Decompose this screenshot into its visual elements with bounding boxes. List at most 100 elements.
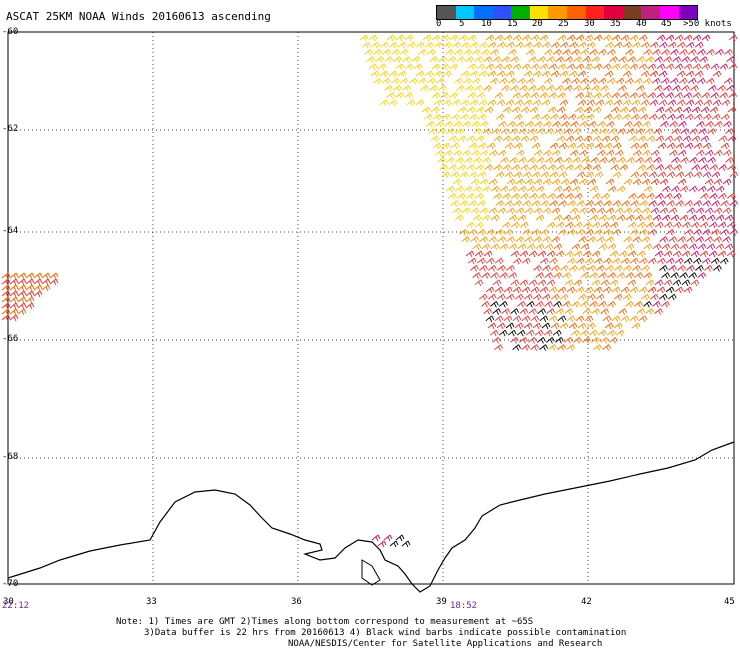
wind-barb xyxy=(558,200,568,207)
wind-barb xyxy=(449,63,459,71)
wind-barb xyxy=(719,92,729,99)
wind-barb xyxy=(573,337,582,344)
wind-barb xyxy=(556,164,566,171)
wind-barb xyxy=(622,99,632,107)
wind-barb xyxy=(620,34,630,42)
wind-barb xyxy=(537,56,547,63)
wind-barb xyxy=(584,286,594,294)
wind-barb xyxy=(544,301,553,308)
wind-barb xyxy=(588,121,597,128)
wind-barb xyxy=(686,265,695,272)
wind-barb xyxy=(521,63,531,71)
wind-barb xyxy=(704,178,714,186)
wind-barb xyxy=(550,41,560,49)
wind-barb xyxy=(492,279,502,287)
wind-barb xyxy=(595,99,605,107)
wind-barb xyxy=(661,49,670,56)
wind-barb xyxy=(17,278,27,286)
wind-barb xyxy=(456,56,466,63)
wind-barb xyxy=(558,113,568,121)
wind-barb xyxy=(566,344,576,351)
legend-swatch xyxy=(641,6,660,19)
wind-barb xyxy=(720,142,730,150)
wind-barb xyxy=(618,250,628,258)
wind-barb xyxy=(546,221,556,229)
wind-barb xyxy=(450,142,460,150)
wind-barb xyxy=(421,106,431,114)
wind-barb xyxy=(431,34,441,42)
wind-barb xyxy=(577,41,587,49)
wind-barb xyxy=(573,221,583,229)
wind-barb xyxy=(607,272,617,279)
wind-barb xyxy=(41,278,51,286)
wind-barb xyxy=(728,63,738,71)
wind-barb xyxy=(543,329,553,337)
wind-barb xyxy=(648,171,658,179)
wind-barb xyxy=(645,279,655,287)
wind-barb xyxy=(438,56,448,63)
wind-barb xyxy=(691,106,701,114)
wind-barb xyxy=(711,171,721,179)
wind-barb xyxy=(551,178,561,186)
wind-barb xyxy=(478,70,488,78)
wind-barb xyxy=(400,49,409,56)
wind-barb xyxy=(589,185,599,193)
wind-barb xyxy=(564,308,574,315)
wind-barb xyxy=(647,286,657,294)
legend-label: 5 xyxy=(459,19,465,29)
wind-barb xyxy=(511,164,521,171)
wind-barb xyxy=(382,49,391,56)
wind-barb xyxy=(657,200,667,207)
wind-barb xyxy=(415,99,425,107)
wind-barb xyxy=(463,49,472,56)
wind-barb xyxy=(709,193,718,200)
wind-barb xyxy=(609,337,618,344)
wind-barb xyxy=(584,315,594,323)
wind-barb xyxy=(595,293,605,301)
wind-barb xyxy=(49,278,59,286)
wind-barb xyxy=(659,236,669,243)
wind-barb xyxy=(549,171,559,179)
wind-barb xyxy=(576,229,585,236)
wind-barb xyxy=(700,164,710,171)
wind-barb xyxy=(708,221,718,229)
wind-barb xyxy=(397,70,407,78)
wind-barb xyxy=(445,185,455,193)
wind-barb xyxy=(509,157,518,164)
legend-label: 35 xyxy=(610,19,621,29)
wind-barb xyxy=(697,49,706,56)
wind-barb xyxy=(725,157,734,164)
wind-barb xyxy=(627,250,637,258)
wind-barb xyxy=(625,214,635,222)
wind-barb xyxy=(532,322,542,330)
wind-barb xyxy=(541,70,551,78)
wind-barb xyxy=(488,207,498,215)
wind-barb xyxy=(667,293,677,301)
wind-barb xyxy=(461,149,471,157)
wind-barb xyxy=(449,34,459,42)
wind-barb xyxy=(402,56,412,63)
wind-barb xyxy=(670,243,680,251)
wind-barb xyxy=(548,257,558,265)
wind-barb xyxy=(702,113,712,121)
wind-barb xyxy=(674,92,684,99)
wind-barb xyxy=(580,272,590,279)
wind-barb xyxy=(496,293,506,301)
wind-barb xyxy=(604,322,614,330)
wind-barb xyxy=(589,49,598,56)
wind-barb xyxy=(540,113,550,121)
wind-barb xyxy=(504,200,514,207)
wind-barb xyxy=(679,243,689,251)
wind-barb xyxy=(426,121,435,128)
wind-barb xyxy=(600,279,610,287)
wind-barb xyxy=(479,149,489,157)
wind-barb xyxy=(618,85,627,92)
wind-barb xyxy=(470,265,479,272)
wind-barb xyxy=(672,85,681,92)
wind-barb xyxy=(587,207,597,215)
wind-barb xyxy=(571,301,580,308)
wind-barb xyxy=(33,284,43,292)
wind-barb xyxy=(701,92,711,99)
wind-barb xyxy=(568,41,578,49)
wind-barb xyxy=(627,56,637,63)
